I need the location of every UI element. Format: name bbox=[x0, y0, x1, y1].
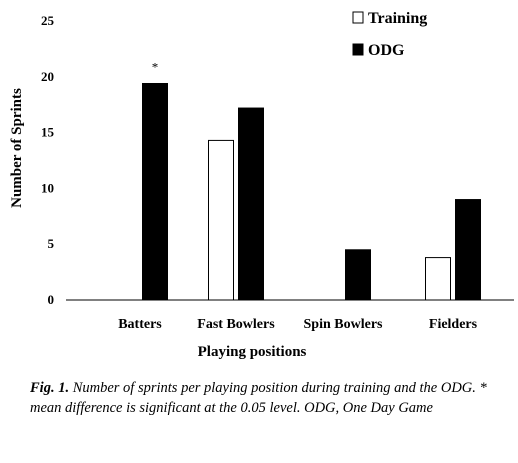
figure-caption: Fig. 1. Number of sprints per playing po… bbox=[30, 378, 500, 418]
y-tick-label: 25 bbox=[41, 13, 55, 28]
y-tick-label: 5 bbox=[48, 236, 55, 251]
bar-odg-spin-bowlers bbox=[345, 249, 371, 301]
annotations: * bbox=[152, 59, 159, 74]
bar-odg-batters bbox=[142, 82, 168, 301]
bar-training-fast-bowlers bbox=[208, 139, 234, 301]
bar-odg-fielders bbox=[455, 199, 481, 301]
legend-label-odg: ODG bbox=[368, 42, 405, 59]
category-label: Spin Bowlers bbox=[304, 317, 384, 332]
caption-text: Number of sprints per playing position d… bbox=[30, 380, 487, 416]
y-tick-label: 0 bbox=[48, 292, 55, 307]
y-tick-label: 15 bbox=[41, 125, 55, 140]
x-axis-title: Playing positions bbox=[198, 344, 307, 360]
y-tick-label: 20 bbox=[41, 69, 54, 84]
legend-label-training: Training bbox=[368, 10, 427, 27]
significance-marker: * bbox=[152, 59, 159, 74]
bar-training-fielders bbox=[425, 257, 451, 301]
category-label: Fast Bowlers bbox=[197, 317, 275, 332]
bars bbox=[142, 82, 481, 301]
y-axis-title: Number of Sprints bbox=[9, 88, 25, 208]
bar-odg-fast-bowlers bbox=[238, 107, 264, 301]
legend-swatch-training bbox=[352, 11, 364, 24]
bar-chart: 0 5 10 15 20 25 Number of Sprints Batters Fast… bbox=[9, 10, 514, 360]
legend-swatch-odg bbox=[352, 43, 364, 56]
y-axis-ticks: 0 5 10 15 20 25 bbox=[41, 13, 55, 307]
category-label: Fielders bbox=[429, 317, 478, 332]
category-labels: Batters Fast Bowlers Spin Bowlers Fielders bbox=[118, 317, 477, 332]
category-label: Batters bbox=[118, 317, 162, 332]
y-tick-label: 10 bbox=[41, 180, 54, 195]
legend: Training ODG bbox=[352, 10, 427, 59]
y-axis-title-group: Number of Sprints bbox=[9, 88, 25, 208]
caption-lead: Fig. 1. bbox=[30, 380, 70, 396]
